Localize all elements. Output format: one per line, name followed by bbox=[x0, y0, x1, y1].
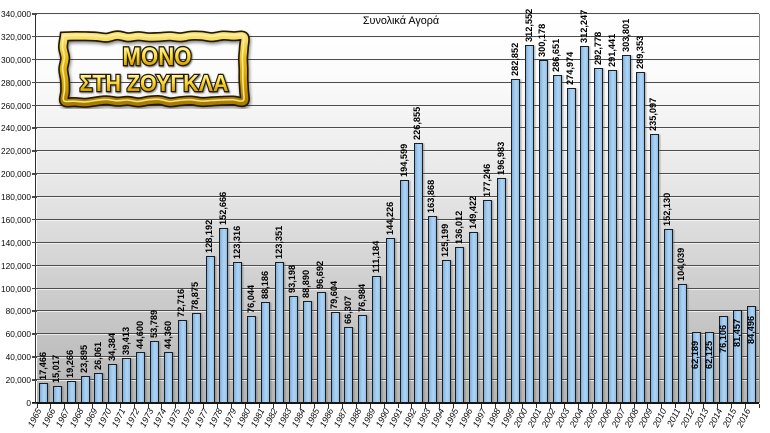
svg-text:ΜΟΝΟ: ΜΟΝΟ bbox=[123, 43, 192, 71]
svg-text:ΣΤΗ ΖΟΥΓΚΛΑ: ΣΤΗ ΖΟΥΓΚΛΑ bbox=[80, 70, 229, 96]
